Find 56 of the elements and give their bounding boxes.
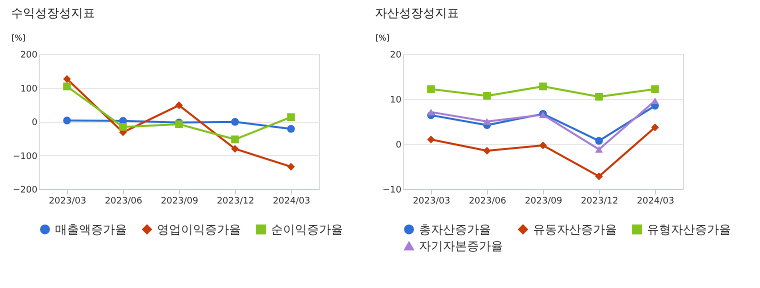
x-tick-label: 2023/12 <box>216 196 254 206</box>
x-tick-label: 2023/06 <box>104 196 142 206</box>
y-axis-title: [%] <box>12 34 26 42</box>
y-tick-label: 100 <box>20 84 38 94</box>
point <box>595 146 603 153</box>
y-tick-label: 10 <box>390 96 402 106</box>
x-tick-label: 2023/12 <box>580 196 618 206</box>
legend-label: 유형자산증가율 <box>647 222 731 236</box>
point <box>483 118 491 125</box>
x-tick-label: 2023/03 <box>412 196 450 206</box>
point <box>287 162 295 171</box>
chart-title: 자산성장성지표 <box>375 6 459 20</box>
point <box>63 82 71 90</box>
x-tick-label: 2024/03 <box>272 196 310 206</box>
point <box>287 113 295 121</box>
legend-label: 자기자본증가율 <box>419 239 503 253</box>
point <box>175 101 183 110</box>
x-tick-label: 2023/09 <box>160 196 198 206</box>
point <box>427 85 435 93</box>
y-tick-label: 200 <box>20 50 38 60</box>
point <box>595 172 603 180</box>
y-tick-label: 0 <box>396 140 402 150</box>
point <box>651 123 659 132</box>
y-tick-label: 20 <box>390 50 402 60</box>
point <box>483 146 491 155</box>
point <box>287 125 295 133</box>
legend-label: 유동자산증가율 <box>533 222 617 236</box>
point <box>651 85 659 93</box>
legend-label: 총자산증가율 <box>419 222 491 236</box>
point <box>595 92 603 101</box>
point <box>595 136 603 145</box>
point <box>651 97 659 104</box>
point <box>119 123 127 131</box>
point <box>427 108 435 116</box>
legend-label: 매출액증가율 <box>55 222 127 236</box>
y-tick-label: 0 <box>32 118 38 128</box>
point <box>539 141 547 150</box>
point <box>63 75 71 83</box>
point <box>231 136 239 144</box>
y-tick-label: −10 <box>382 186 402 196</box>
y-tick-label: −100 <box>12 152 38 162</box>
point <box>231 118 239 126</box>
x-tick-label: 2023/09 <box>524 196 562 206</box>
point <box>231 144 239 153</box>
legend-label: 영업이익증가율 <box>157 222 241 236</box>
point <box>483 92 491 100</box>
x-tick-label: 2024/03 <box>636 196 674 206</box>
legend-label: 순이익증가율 <box>271 222 343 236</box>
x-tick-label: 2023/06 <box>468 196 506 206</box>
chart-title: 수익성장성지표 <box>11 6 95 20</box>
x-tick-label: 2023/03 <box>48 196 86 206</box>
point <box>539 82 547 90</box>
y-tick-label: −200 <box>12 186 38 196</box>
point <box>427 136 435 144</box>
y-axis-title: [%] <box>376 34 390 42</box>
point <box>63 116 71 124</box>
